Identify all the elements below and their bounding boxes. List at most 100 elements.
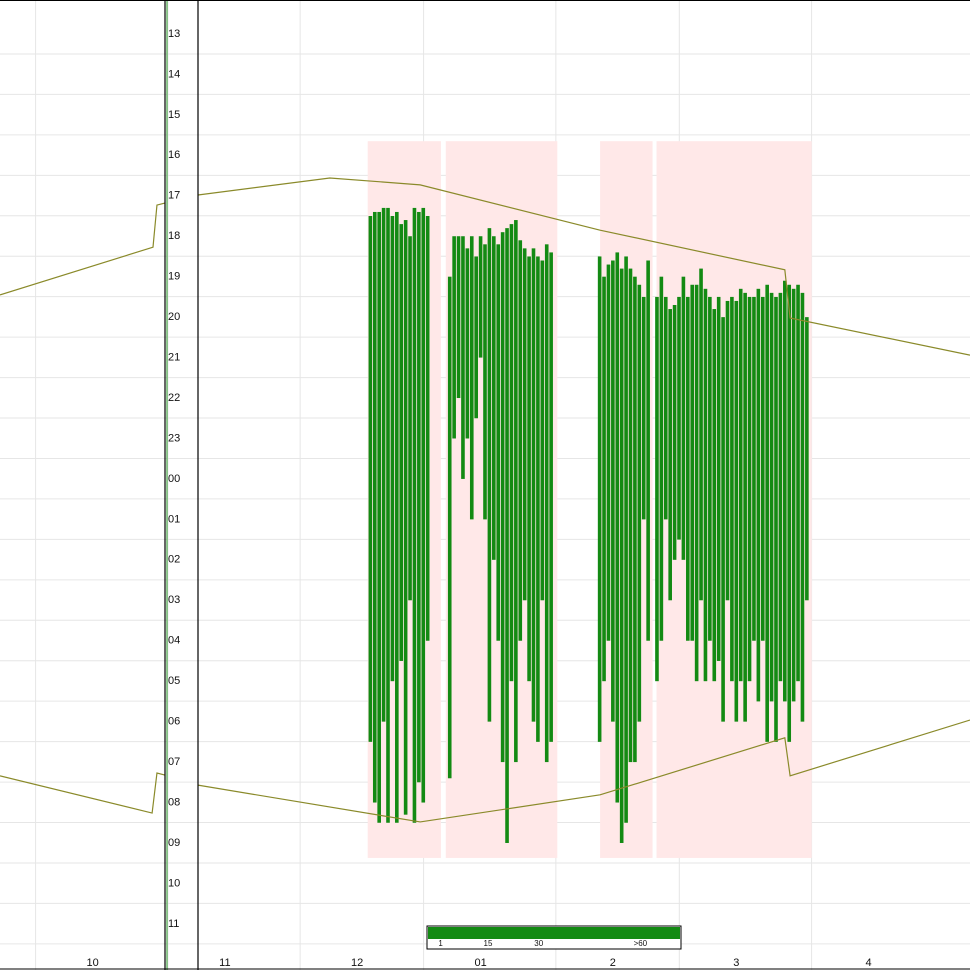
y-tick-label: 05 <box>168 675 180 687</box>
activity-cell <box>637 284 642 722</box>
activity-cell <box>619 268 624 843</box>
activity-cell <box>694 284 699 682</box>
activity-cell <box>500 232 505 763</box>
activity-cell <box>787 284 792 742</box>
activity-cell <box>774 296 778 742</box>
activity-cell <box>509 224 514 682</box>
activity-cell <box>487 228 492 722</box>
activity-cell <box>725 300 730 601</box>
activity-cell <box>624 256 628 823</box>
activity-cell <box>377 211 381 823</box>
activity-cell <box>597 256 602 742</box>
colorbar-label: 15 <box>484 939 493 948</box>
activity-cell <box>681 276 686 560</box>
y-tick-label: 06 <box>168 716 180 728</box>
y-tick-label: 17 <box>168 190 180 202</box>
activity-cell <box>699 268 703 601</box>
activity-cell <box>395 211 399 823</box>
activity-cell <box>628 268 633 763</box>
activity-cell <box>544 244 549 763</box>
activity-cell <box>752 296 756 641</box>
activity-cell <box>800 292 805 722</box>
activity-cell <box>655 296 659 682</box>
y-tick-label: 14 <box>168 68 180 80</box>
activity-cell <box>646 260 650 641</box>
colorbar <box>428 927 680 939</box>
activity-cell <box>496 244 501 641</box>
activity-cell <box>615 252 620 803</box>
activity-cell <box>474 256 478 419</box>
x-tick-label: 4 <box>866 957 872 969</box>
activity-cell <box>730 296 734 682</box>
activity-cell <box>663 296 668 520</box>
activity-cell <box>483 244 487 520</box>
activity-cell <box>606 264 611 641</box>
sun-line <box>0 177 970 356</box>
y-tick-label: 00 <box>168 473 180 485</box>
activity-cell <box>540 260 545 601</box>
colorbar-label: 30 <box>534 939 543 948</box>
x-tick-label: 01 <box>474 957 486 969</box>
y-tick-label: 19 <box>168 271 180 283</box>
activity-cell <box>708 296 712 641</box>
activity-cell <box>549 252 553 742</box>
activity-cell <box>386 207 390 823</box>
y-tick-label: 23 <box>168 432 180 444</box>
activity-cell <box>796 284 800 682</box>
y-tick-label: 08 <box>168 796 180 808</box>
x-tick-label: 2 <box>610 957 616 969</box>
y-tick-label: 22 <box>168 392 180 404</box>
activity-cell <box>602 276 606 682</box>
activity-cell <box>783 280 787 702</box>
activity-cell <box>690 284 695 641</box>
activity-cell <box>505 228 509 843</box>
y-tick-label: 04 <box>168 635 180 647</box>
activity-cell <box>747 296 752 682</box>
activity-cell <box>421 207 426 803</box>
activity-cell <box>672 304 677 560</box>
y-tick-label: 02 <box>168 554 180 566</box>
activity-cell <box>760 296 765 641</box>
activity-cell <box>492 236 496 560</box>
x-tick-label: 11 <box>219 957 230 969</box>
activity-cell <box>686 296 690 641</box>
activity-cell <box>465 248 470 439</box>
activity-cell <box>425 216 430 641</box>
activity-cell <box>778 292 783 682</box>
activity-cell <box>403 220 408 815</box>
activity-cell <box>734 300 739 722</box>
activity-cell <box>743 292 747 722</box>
activity-cell <box>765 284 769 742</box>
y-tick-label: 21 <box>168 351 180 363</box>
activity-cell <box>677 296 681 540</box>
activity-cell <box>703 288 708 682</box>
y-tick-label: 11 <box>168 918 179 930</box>
y-tick-label: 10 <box>168 877 180 889</box>
activity-cell <box>469 236 474 520</box>
activity-cell <box>368 216 373 742</box>
sun-line <box>0 719 970 823</box>
y-tick-label: 09 <box>168 837 180 849</box>
activity-cell <box>412 207 417 823</box>
activity-cell <box>791 288 796 702</box>
activity-cell <box>408 236 412 601</box>
activity-cell <box>712 309 717 682</box>
activity-cell <box>452 236 456 439</box>
activity-cell <box>805 317 809 601</box>
y-tick-label: 16 <box>168 149 180 161</box>
activity-cell <box>659 276 664 641</box>
activity-cell <box>531 248 536 722</box>
activity-cell <box>756 288 761 702</box>
activity-cell <box>527 256 531 682</box>
y-tick-label: 20 <box>168 311 180 323</box>
activity-cell <box>390 216 395 682</box>
activity-cell <box>536 256 540 742</box>
activity-cell <box>633 276 637 763</box>
y-tick-label: 18 <box>168 230 180 242</box>
activity-cell <box>372 211 377 803</box>
activity-cell <box>399 224 404 661</box>
y-tick-label: 01 <box>168 513 180 525</box>
colorbar-label: 1 <box>438 939 443 948</box>
y-tick-label: 15 <box>168 109 180 121</box>
